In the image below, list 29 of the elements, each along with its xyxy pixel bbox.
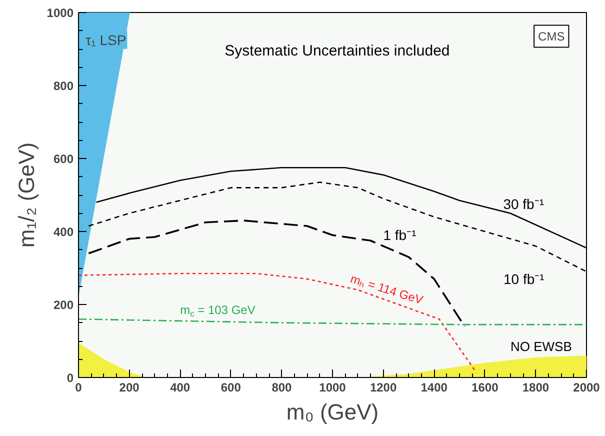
x-tick-label: 200: [119, 380, 140, 394]
annotation: 10 fb⁻¹: [503, 270, 545, 287]
y-tick-label: 600: [53, 152, 74, 166]
y-tick-label: 400: [53, 225, 74, 239]
x-tick-label: 2000: [573, 380, 600, 394]
x-tick-label: 600: [220, 380, 242, 394]
x-tick-label: 1200: [370, 380, 397, 394]
annotation: CMS: [538, 29, 565, 44]
y-tick-label: 800: [53, 79, 74, 93]
annotation: 30 fb⁻¹: [503, 196, 544, 212]
x-tick-label: 1400: [420, 380, 448, 394]
x-tick-label: 400: [170, 380, 190, 394]
annotation: 1 fb⁻¹: [383, 227, 417, 244]
y-tick-label: 0: [66, 371, 74, 385]
line-series: [78, 272, 476, 371]
y-tick-label: 1000: [46, 6, 74, 20]
y-axis-title: m₁/₂ (GeV): [14, 142, 39, 248]
x-tick-label: 1600: [472, 380, 499, 394]
x-tick-label: 1000: [319, 380, 346, 394]
x-tick-label: 0: [75, 380, 82, 394]
x-tick-label: 800: [272, 380, 292, 394]
y-tick-label: 200: [53, 298, 74, 312]
annotation: τ₁ LSP: [86, 32, 126, 48]
annotation: Systematic Uncertainties included: [224, 42, 450, 60]
x-axis-title: m₀ (GeV): [286, 400, 379, 424]
x-tick-label: 1800: [522, 380, 550, 394]
line-series: [88, 220, 466, 328]
annotation: mₕ = 114 GeV: [348, 272, 425, 308]
annotation: NO EWSB: [510, 338, 572, 354]
